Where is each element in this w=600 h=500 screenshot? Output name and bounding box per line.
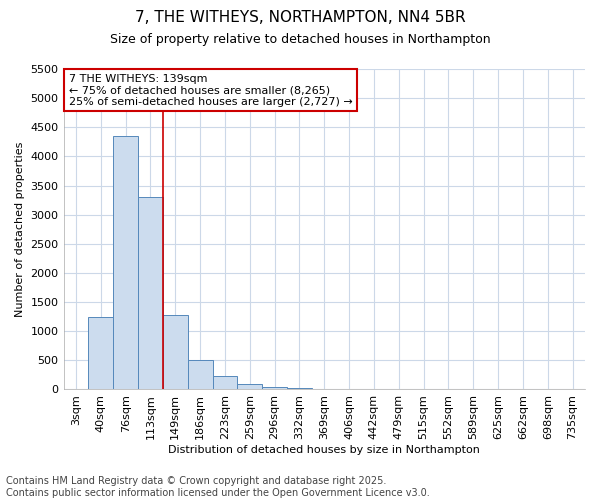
Text: 7 THE WITHEYS: 139sqm
← 75% of detached houses are smaller (8,265)
25% of semi-d: 7 THE WITHEYS: 139sqm ← 75% of detached … — [69, 74, 353, 107]
Bar — [262, 386, 287, 390]
Bar — [287, 388, 312, 390]
Text: Contains HM Land Registry data © Crown copyright and database right 2025.
Contai: Contains HM Land Registry data © Crown c… — [6, 476, 430, 498]
Text: 7, THE WITHEYS, NORTHAMPTON, NN4 5BR: 7, THE WITHEYS, NORTHAMPTON, NN4 5BR — [134, 10, 466, 25]
Bar — [138, 197, 163, 390]
Text: Size of property relative to detached houses in Northampton: Size of property relative to detached ho… — [110, 32, 490, 46]
Y-axis label: Number of detached properties: Number of detached properties — [15, 142, 25, 317]
Bar — [188, 360, 212, 390]
Bar — [88, 316, 113, 390]
Bar — [113, 136, 138, 390]
Bar — [212, 376, 238, 390]
Bar — [238, 384, 262, 390]
Bar — [163, 315, 188, 390]
X-axis label: Distribution of detached houses by size in Northampton: Distribution of detached houses by size … — [169, 445, 480, 455]
